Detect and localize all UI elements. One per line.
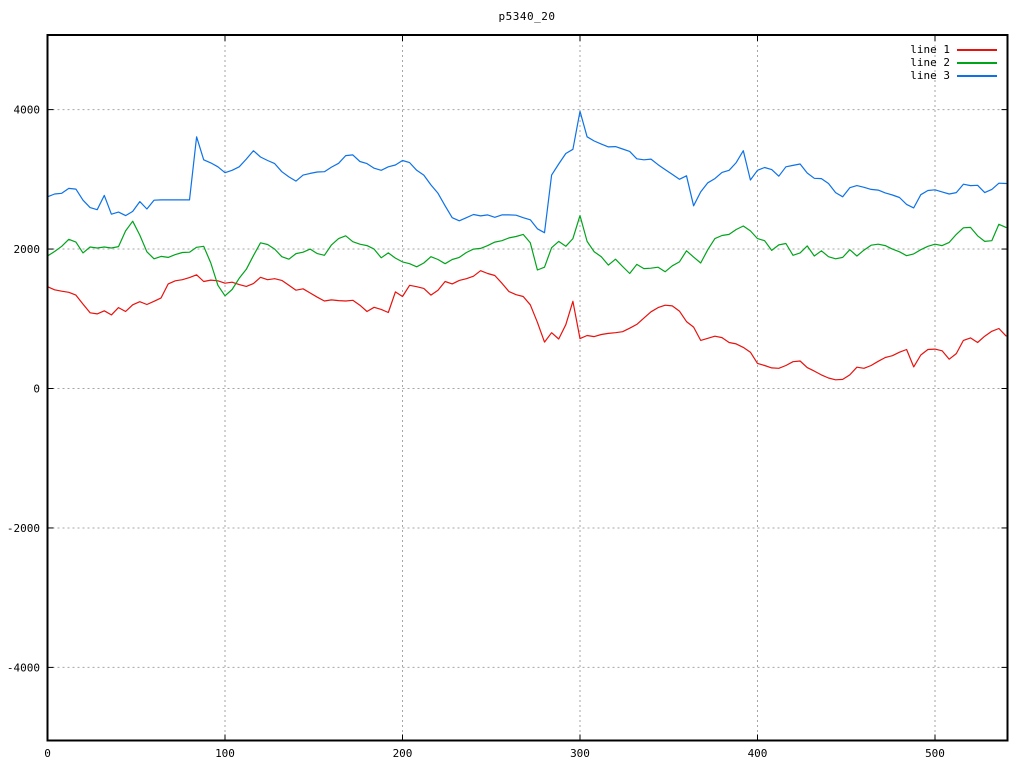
legend-item-line1: line 1 xyxy=(910,43,997,56)
series-line-3 xyxy=(46,110,1007,234)
legend-item-line3: line 3 xyxy=(910,69,997,82)
x-tick-label: 500 xyxy=(925,747,945,760)
y-tick-label: 4000 xyxy=(14,104,41,117)
legend-line2-sample-icon xyxy=(957,61,997,64)
x-tick-label: 300 xyxy=(570,747,590,760)
legend-line1-sample-icon xyxy=(957,48,997,51)
x-tick-label: 0 xyxy=(44,747,51,760)
y-tick-label: 2000 xyxy=(14,243,41,256)
y-tick-label: 0 xyxy=(33,383,40,396)
y-tick-label: -4000 xyxy=(7,661,40,674)
legend-label-line1: line 1 xyxy=(910,43,950,56)
legend-line3-sample-icon xyxy=(957,74,997,77)
x-tick-label: 200 xyxy=(393,747,413,760)
chart-title: p5340_20 xyxy=(498,10,556,23)
series-line-1 xyxy=(46,270,1007,381)
x-tick-label: 100 xyxy=(215,747,235,760)
x-tick-label: 400 xyxy=(748,747,768,760)
legend: line 1 line 2 line 3 xyxy=(910,43,997,82)
legend-label-line2: line 2 xyxy=(910,56,950,69)
legend-item-line2: line 2 xyxy=(910,56,997,69)
legend-label-line3: line 3 xyxy=(910,69,950,82)
y-tick-label: -2000 xyxy=(7,522,40,535)
plot-border xyxy=(46,34,1009,742)
series-line-2 xyxy=(46,215,1007,297)
